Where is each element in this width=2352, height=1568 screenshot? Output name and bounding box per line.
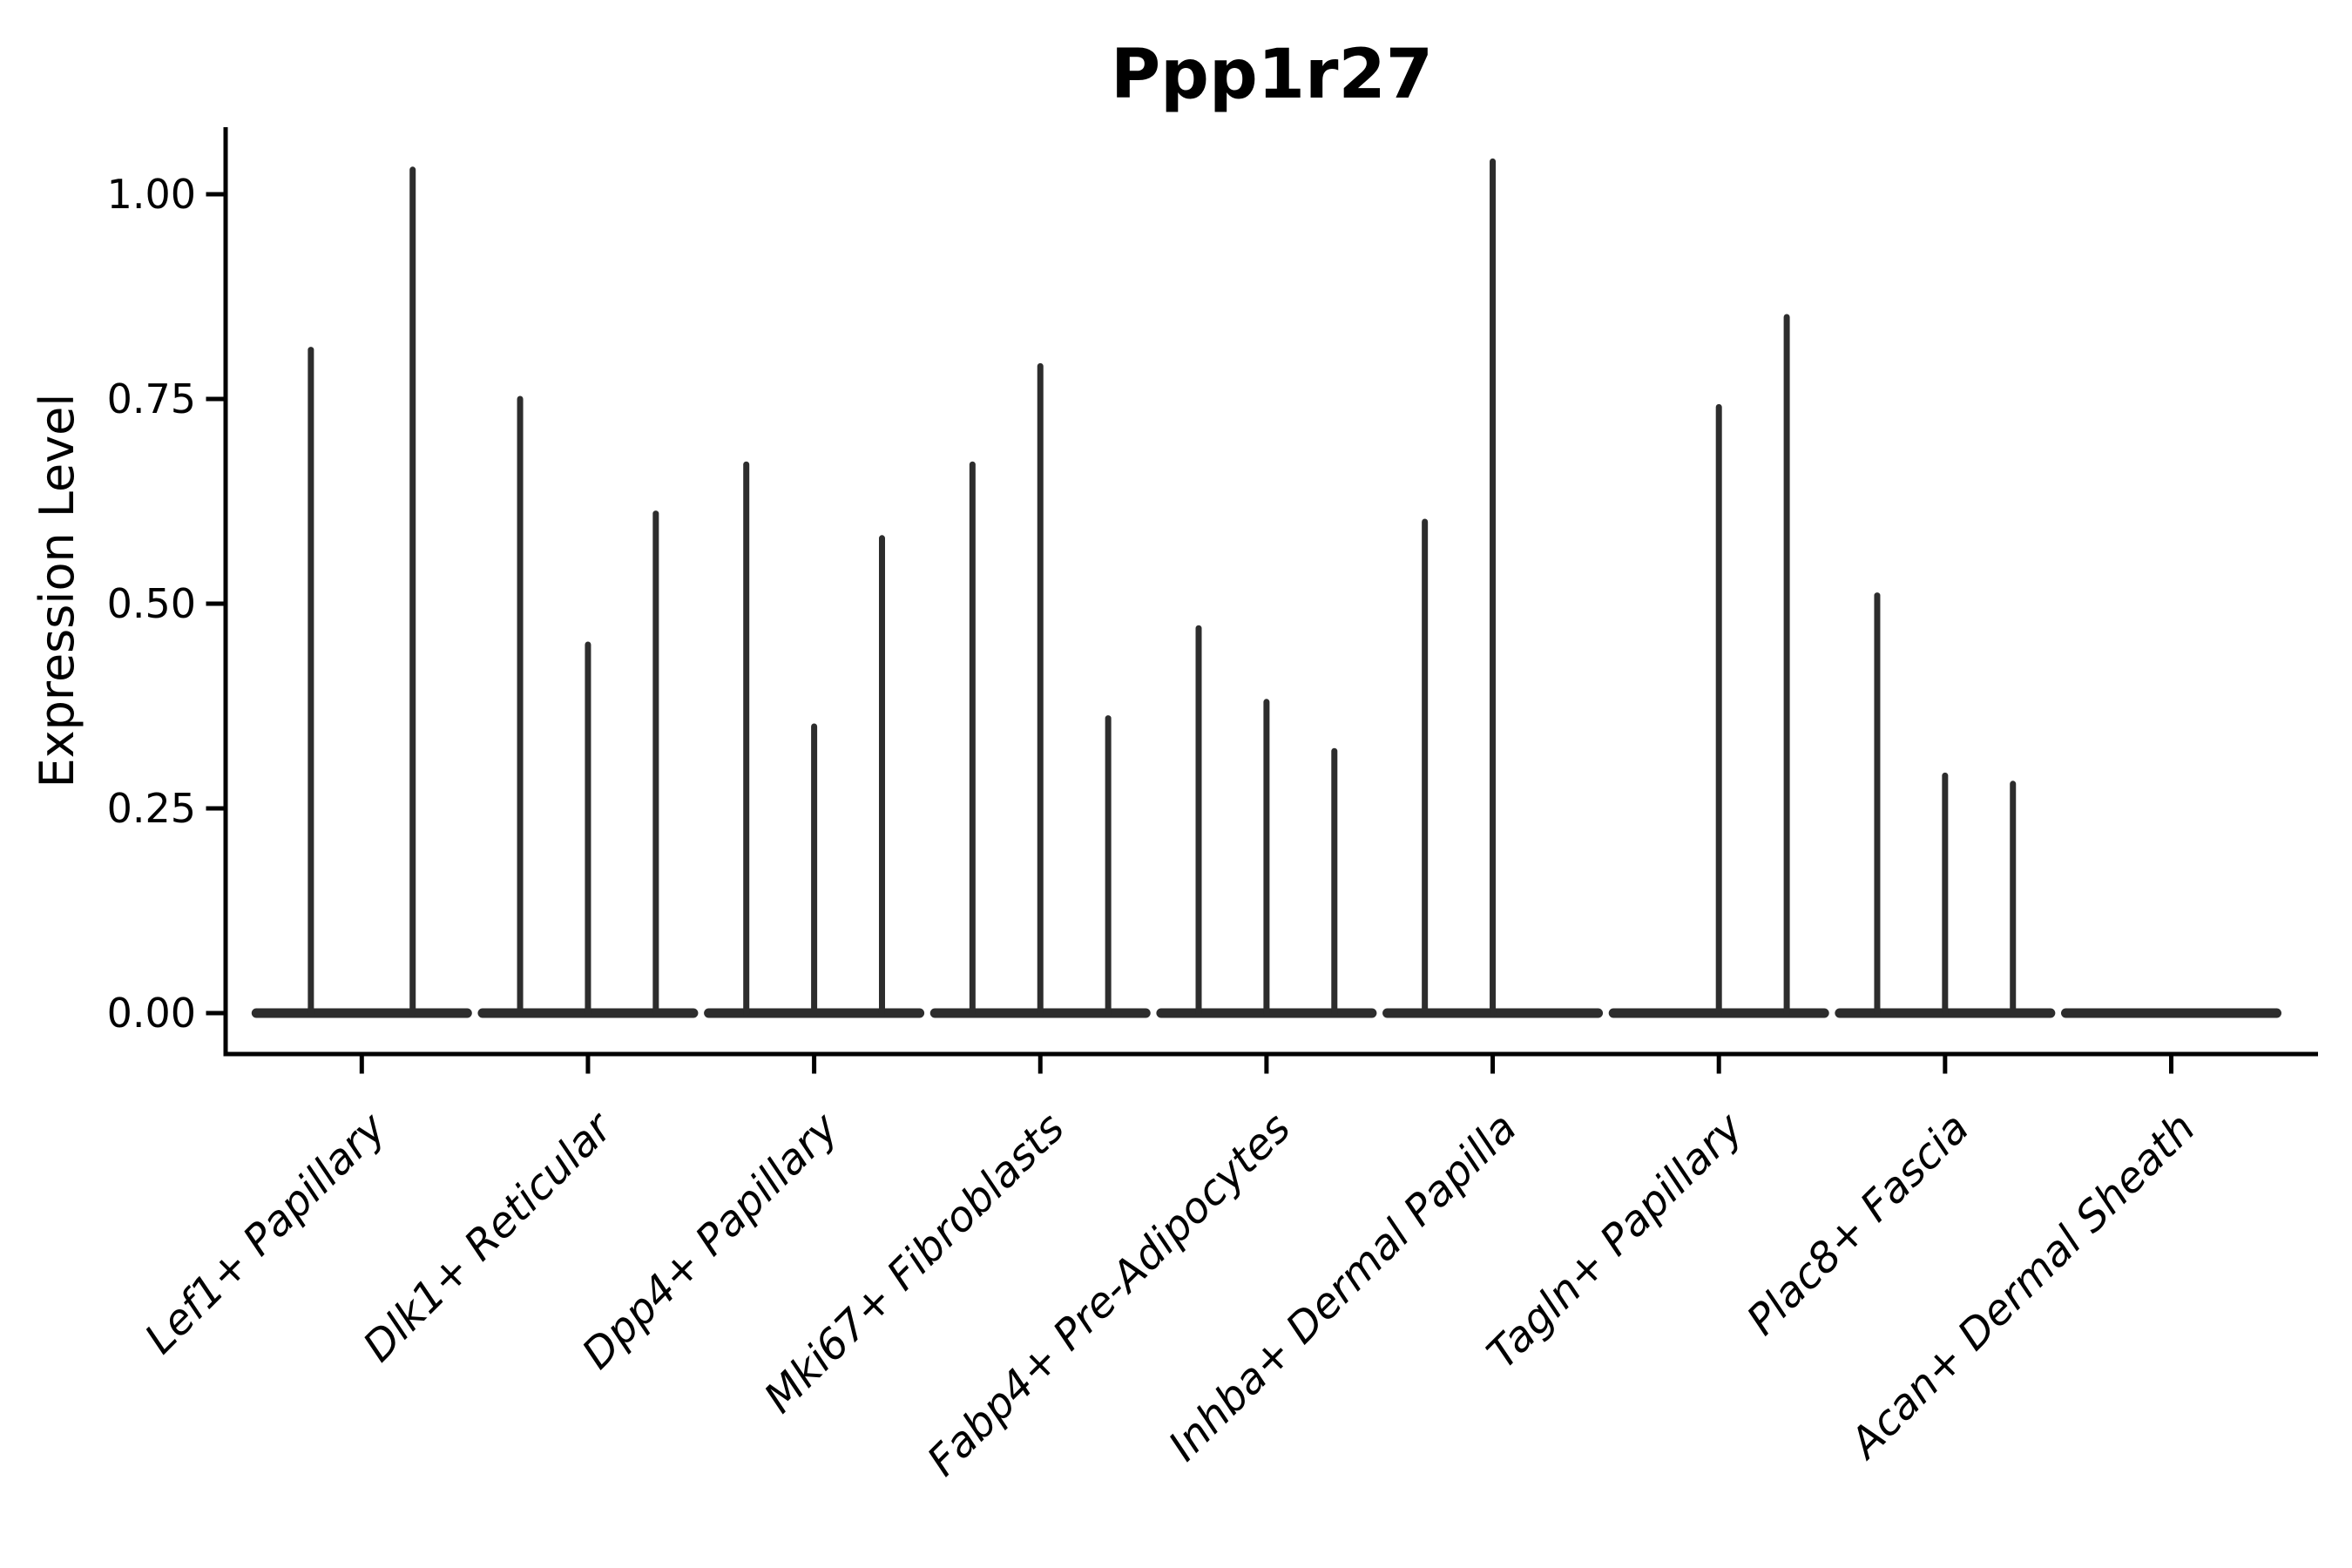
y-tick-label: 0.75 [107,375,196,422]
y-axis-label: Expression Level [30,394,84,788]
y-tick-label: 0.50 [107,580,196,627]
chart-title: Ppp1r27 [1111,36,1433,114]
y-tick-label: 0.00 [107,990,196,1037]
y-tick-label: 1.00 [107,171,196,218]
y-tick-label: 0.25 [107,785,196,832]
